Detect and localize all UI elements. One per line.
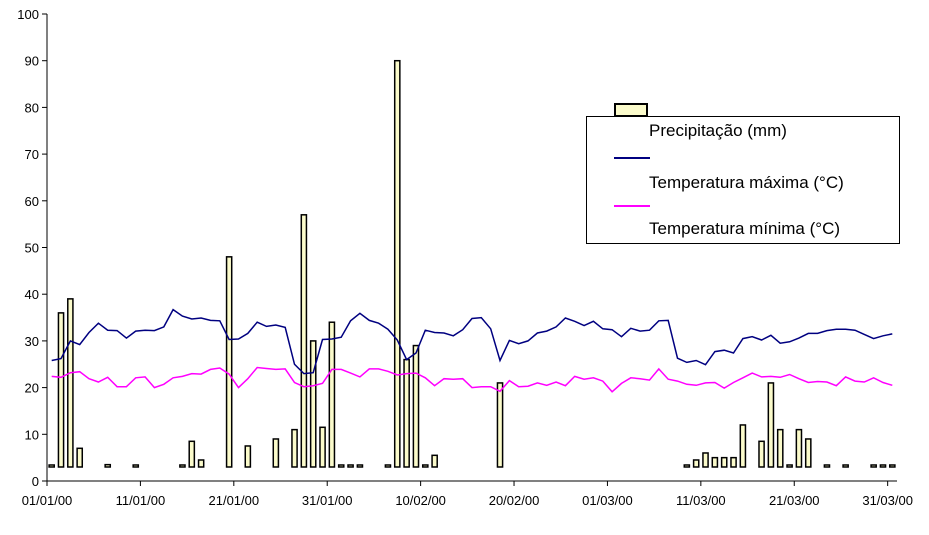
x-tick-label: 01/03/00 bbox=[582, 493, 633, 508]
precipitation-bar bbox=[730, 456, 737, 468]
x-tick-label: 01/01/00 bbox=[22, 493, 73, 508]
precipitation-bars bbox=[48, 59, 896, 468]
precipitation-bar bbox=[804, 438, 812, 468]
axes bbox=[42, 13, 897, 486]
y-tick-label: 60 bbox=[25, 194, 39, 209]
precipitation-bar bbox=[758, 440, 765, 468]
precipitation-bar bbox=[889, 464, 896, 468]
precipitation-bar bbox=[328, 321, 336, 468]
precipitation-bar bbox=[225, 256, 233, 468]
precipitation-bar bbox=[823, 464, 831, 468]
precipitation-bar bbox=[720, 456, 728, 468]
legend-label-precipitation: Precipitação (mm) bbox=[649, 121, 787, 140]
y-tick-label: 100 bbox=[17, 7, 39, 22]
precipitation-bar bbox=[739, 424, 747, 468]
precipitation-bar bbox=[711, 456, 719, 468]
legend-key-precipitation bbox=[614, 103, 648, 117]
precipitation-bar bbox=[244, 445, 252, 468]
precipitation-bar bbox=[104, 463, 112, 468]
precipitation-bar bbox=[421, 464, 429, 468]
precipitation-bar bbox=[300, 214, 308, 468]
legend-key-tmin bbox=[614, 205, 650, 207]
tmax-line bbox=[51, 308, 893, 375]
y-tick-label: 80 bbox=[25, 100, 39, 115]
y-tick-label: 30 bbox=[25, 334, 39, 349]
precipitation-bar bbox=[48, 464, 55, 468]
tmin-line bbox=[51, 366, 893, 393]
y-tick-label: 70 bbox=[25, 147, 39, 162]
legend-label-tmin: Temperatura mínima (°C) bbox=[649, 219, 841, 238]
y-tick-label: 90 bbox=[25, 54, 39, 69]
legend: Precipitação (mm) Temperatura máxima (°C… bbox=[586, 103, 900, 244]
precipitation-bar bbox=[188, 440, 196, 468]
precipitation-bar bbox=[356, 464, 364, 468]
tick-labels: 0 10 20 30 40 50 60 70 80 90 100 01/01/00 11/01/00 21… bbox=[17, 7, 913, 508]
precipitation-bar bbox=[309, 340, 317, 468]
y-tick-label: 40 bbox=[25, 287, 39, 302]
x-tick-label: 31/03/00 bbox=[862, 493, 913, 508]
precipitation-bar bbox=[431, 454, 438, 468]
y-tick-label: 10 bbox=[25, 427, 39, 442]
precipitation-bar bbox=[879, 464, 887, 468]
precipitation-bar bbox=[197, 459, 205, 468]
x-tick-label: 21/01/00 bbox=[209, 493, 260, 508]
precipitation-bar bbox=[776, 428, 784, 468]
y-tick-label: 0 bbox=[32, 474, 39, 489]
precipitation-bar bbox=[347, 464, 354, 468]
precipitation-bar bbox=[842, 464, 849, 468]
x-tick-label: 20/02/00 bbox=[489, 493, 540, 508]
precipitation-bar bbox=[393, 59, 401, 468]
precipitation-bar bbox=[786, 464, 793, 468]
precipitation-bar bbox=[870, 464, 877, 468]
precipitation-bar bbox=[291, 428, 298, 468]
legend-label-tmax: Temperatura máxima (°C) bbox=[649, 173, 844, 192]
precipitation-bar bbox=[795, 428, 803, 468]
precipitation-bar bbox=[412, 344, 420, 468]
precipitation-bar bbox=[272, 438, 280, 468]
precipitation-bar bbox=[67, 298, 74, 468]
precipitation-bar bbox=[767, 382, 775, 468]
precipitation-bar bbox=[403, 358, 410, 468]
precipitation-bar bbox=[132, 464, 140, 468]
precipitation-bar bbox=[496, 382, 504, 468]
precipitation-bar bbox=[76, 447, 84, 468]
precipitation-bar bbox=[683, 464, 691, 468]
precipitation-bar bbox=[179, 464, 186, 468]
precipitation-bar bbox=[702, 452, 709, 468]
precipitation-bar bbox=[692, 459, 700, 468]
y-tick-label: 20 bbox=[25, 381, 39, 396]
y-tick-label: 50 bbox=[25, 241, 39, 256]
precipitation-bar bbox=[384, 464, 392, 468]
precipitation-bar bbox=[319, 426, 326, 468]
x-tick-label: 21/03/00 bbox=[769, 493, 820, 508]
legend-key-tmax bbox=[614, 157, 650, 159]
x-tick-label: 10/02/00 bbox=[395, 493, 446, 508]
precipitation-bar bbox=[57, 312, 65, 468]
temperature-lines bbox=[51, 308, 893, 393]
precipitation-bar bbox=[337, 464, 345, 468]
x-tick-label: 11/01/00 bbox=[116, 493, 166, 508]
x-tick-label: 31/01/00 bbox=[302, 493, 353, 508]
x-tick-label: 11/03/00 bbox=[676, 493, 726, 508]
